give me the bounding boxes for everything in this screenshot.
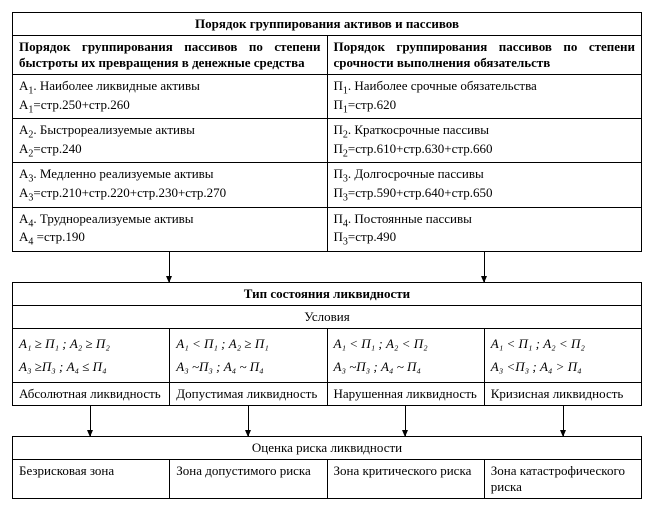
risk-table: Оценка риска ликвидности Безрисковая зон…: [12, 436, 642, 499]
asset-row: А2. Быстрореализуемые активыА2=стр.240: [13, 119, 328, 163]
liquidity-label: Нарушенная ликвидность: [327, 382, 484, 405]
arrows-2: [12, 406, 642, 436]
risk-zone: Безрисковая зона: [13, 459, 170, 498]
condition-cell: A₁ < П₁ ; A₂ ≥ П₁A₃ ~П₃ ; A₄ ~ П₄: [170, 328, 327, 382]
risk-zone: Зона критического риска: [327, 459, 484, 498]
liability-row: П1. Наиболее срочные обязательстваП1=стр…: [327, 75, 642, 119]
risk-title: Оценка риска ликвидности: [13, 436, 642, 459]
liability-row: П2. Краткосрочные пассивыП2=стр.610+стр.…: [327, 119, 642, 163]
liquidity-label: Допустимая ликвидность: [170, 382, 327, 405]
liability-row: П3. Долгосрочные пассивыП3=стр.590+стр.6…: [327, 163, 642, 207]
col-a-header: Порядок группирования пассивов по степен…: [13, 36, 328, 75]
liquidity-type-table: Тип состояния ликвидности Условия A₁ ≥ П…: [12, 282, 642, 406]
liquidity-type-title: Тип состояния ликвидности: [13, 282, 642, 305]
asset-row: А1. Наиболее ликвидные активыА1=стр.250+…: [13, 75, 328, 119]
liquidity-conditions-header: Условия: [13, 305, 642, 328]
condition-cell: A₁ < П₁ ; A₂ < П₂A₃ <П₃ ; A₄ > П₄: [484, 328, 641, 382]
grouping-title: Порядок группирования активов и пассивов: [13, 13, 642, 36]
condition-cell: A₁ ≥ П₁ ; A₂ ≥ П₂A₃ ≥П₃ ; A₄ ≤ П₄: [13, 328, 170, 382]
risk-zone: Зона катастрофиче­ского риска: [484, 459, 641, 498]
risk-zone: Зона допустимого риска: [170, 459, 327, 498]
col-b-header: Порядок группирования пассивов по степен…: [327, 36, 642, 75]
arrows-1: [12, 252, 642, 282]
grouping-table: Порядок группирования активов и пассивов…: [12, 12, 642, 252]
liability-row: П4. Постоянные пассивыП3=стр.490: [327, 207, 642, 251]
condition-cell: A₁ < П₁ ; A₂ < П₂A₃ ~П₃ ; A₄ ~ П₄: [327, 328, 484, 382]
liquidity-label: Кризисная ликвидность: [484, 382, 641, 405]
liquidity-label: Абсолютная ликвидность: [13, 382, 170, 405]
asset-row: А3. Медленно реализуемые активыА3=стр.21…: [13, 163, 328, 207]
asset-row: А4. Труднореализуемые активыА4 =стр.190: [13, 207, 328, 251]
